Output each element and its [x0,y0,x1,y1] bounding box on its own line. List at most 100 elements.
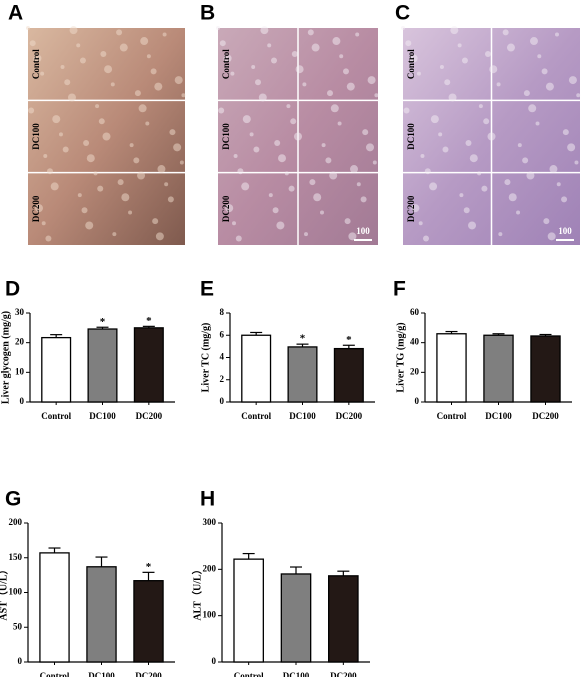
y-axis-label: Liver TG (mg/g) [395,322,406,392]
bar [287,346,318,403]
x-tick-label: Control [234,671,264,677]
y-tick-label: 40 [410,337,420,347]
tissue-texture [313,193,322,202]
tissue-texture [329,171,338,180]
y-tick-label: 200 [203,563,217,573]
tissue-texture [164,182,169,187]
tissue-texture [64,79,71,86]
tissue-texture [249,132,254,137]
tissue-texture [140,37,149,46]
tissue-texture [46,168,53,175]
tissue-texture [576,93,581,98]
tissue-texture [169,129,176,136]
tissue-texture [502,29,509,36]
tissue-texture [133,157,140,164]
tissue-texture [230,71,235,76]
tissue-texture [81,207,88,214]
bar [87,328,118,403]
tissue-texture [219,40,226,47]
tissue-texture [232,221,236,226]
tissue-texture [356,182,361,187]
tissue-texture [302,82,307,87]
y-tick-label: 8 [220,307,225,317]
tissue-texture [567,143,576,152]
tissue-texture [121,193,130,202]
tissue-texture [267,43,272,48]
tissue-texture [355,32,360,37]
tissue-texture [487,132,496,141]
tissue-texture [496,82,501,87]
tissue-texture [174,76,183,85]
tissue-texture [157,165,166,174]
tissue-texture [67,93,76,102]
x-tick-label: DC100 [88,671,115,677]
tissue-texture [504,179,511,186]
tissue-texture [409,54,418,63]
tissue-texture [568,76,577,85]
tissue-texture [337,121,342,126]
tissue-texture [508,193,517,202]
x-tick-label: Control [40,671,70,677]
x-tick-label: DC200 [532,411,559,421]
tissue-texture [547,232,556,241]
tissue-texture [85,221,94,230]
tissue-texture [294,132,302,141]
tissue-texture [50,182,59,191]
tissue-texture [444,79,451,86]
tissue-texture [276,221,285,230]
tissue-texture [484,51,491,58]
tissue-texture [545,82,554,91]
tissue-texture [291,51,298,58]
row-label: DC100 [31,123,41,150]
panel-letter: F [393,278,406,301]
bar [436,333,467,403]
tissue-texture [574,160,579,165]
significance: * [100,316,106,328]
y-tick-label: 300 [203,517,217,527]
tissue-texture [562,129,569,136]
tissue-texture [311,43,320,52]
tissue-texture [112,232,117,237]
y-tick-label: 30 [15,307,25,317]
tissue-texture [97,185,104,192]
tissue-texture [86,154,95,163]
tissue-texture [535,121,540,126]
tissue-texture [110,82,115,87]
tissue-texture [526,171,535,180]
tissue-texture [162,32,167,37]
bar [483,334,514,403]
tissue-texture [372,160,377,165]
tissue-texture [420,154,425,159]
tissue-texture [362,129,369,136]
y-axis-label: AST（U/L） [0,564,9,620]
tissue-texture [325,157,332,164]
x-tick-label: DC100 [283,671,310,677]
tissue-texture [327,90,333,97]
row-label: DC100 [406,123,416,150]
tissue-texture [251,65,256,70]
panel-letter: E [200,278,214,301]
tissue-texture [478,104,483,109]
significance: * [146,561,152,573]
tissue-texture [268,193,273,198]
tissue-texture [450,26,459,35]
tissue-texture [116,29,123,36]
tissue-texture [216,26,220,30]
tissue-texture [309,179,316,186]
tissue-texture [321,143,326,148]
tissue-texture [529,37,538,46]
panel-letter: B [200,2,215,25]
tissue-texture [284,171,289,176]
tissue-texture [117,179,124,186]
tissue-texture [93,171,98,176]
y-axis-label: Liver TC (mg/g) [200,323,211,393]
bar [133,327,164,403]
tissue-texture [58,132,63,137]
tissue-texture [274,140,281,147]
y-tick-label: 6 [220,329,225,339]
tissue-texture [348,232,357,241]
tissue-texture [241,182,250,191]
tissue-texture [554,32,559,37]
tissue-texture [26,26,30,30]
tissue-texture [543,218,550,225]
